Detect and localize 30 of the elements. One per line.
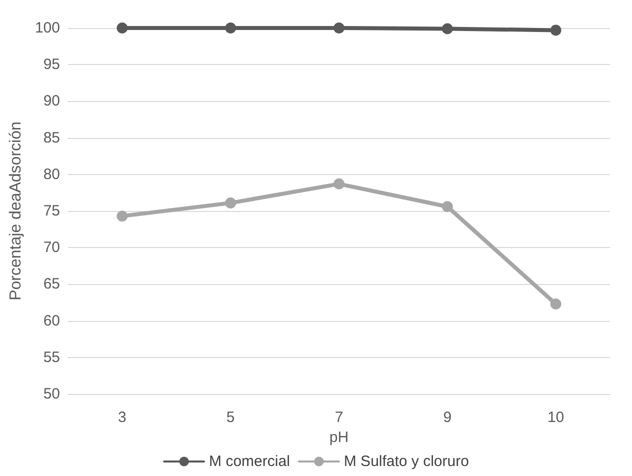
y-tick-label: 60 [43, 312, 60, 330]
y-tick-label: 80 [43, 166, 60, 183]
point [116, 22, 128, 34]
x-tick-label: 9 [443, 409, 452, 426]
y-axis-title: Porcentaje deaAdsorción [8, 122, 25, 300]
point [550, 24, 562, 36]
point [442, 23, 453, 34]
point [225, 22, 236, 34]
y-tick-label: 70 [43, 239, 60, 256]
y-tick-label: 85 [43, 129, 60, 146]
y-tick-label: 100 [34, 20, 60, 36]
x-tick-label: 3 [118, 409, 126, 426]
legend-label: M comercial [209, 453, 290, 470]
point [116, 210, 128, 222]
y-tick-label: 95 [43, 56, 60, 74]
y-tick-label: 50 [43, 386, 60, 402]
y-tick-label: 55 [43, 348, 60, 366]
x-tick-label: 10 [547, 409, 564, 426]
point [334, 178, 344, 190]
y-tick-label: 75 [43, 202, 60, 220]
legend-label: M Sulfato y cloruro [344, 453, 469, 470]
point [225, 197, 236, 208]
x-tick-label: 5 [226, 409, 235, 426]
y-tick-label: 65 [43, 276, 60, 293]
y-tick-label: 90 [43, 92, 60, 110]
point [550, 298, 562, 310]
point [334, 22, 344, 34]
point [442, 201, 453, 212]
x-tick-label: 7 [334, 409, 344, 426]
x-axis-title: pH [329, 428, 349, 446]
